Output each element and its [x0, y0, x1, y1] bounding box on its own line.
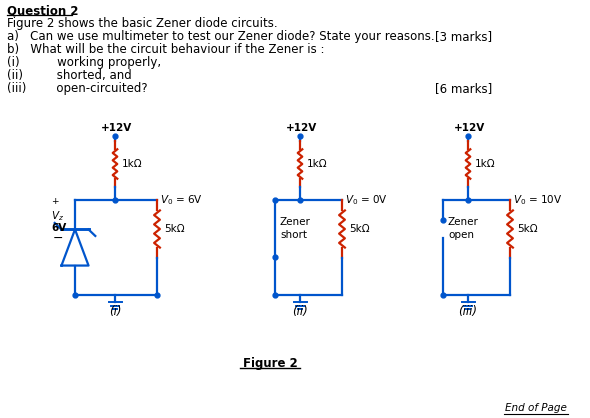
Text: 1kΩ: 1kΩ: [475, 159, 496, 169]
Text: 5kΩ: 5kΩ: [517, 224, 537, 234]
Text: (iii)        open-circuited?: (iii) open-circuited?: [7, 82, 148, 95]
Text: −: −: [53, 232, 64, 245]
Text: Figure 2: Figure 2: [242, 357, 297, 370]
Text: 6V: 6V: [51, 223, 66, 233]
Text: 5kΩ: 5kΩ: [164, 224, 185, 234]
Text: $V_0$ = 10V: $V_0$ = 10V: [513, 193, 562, 207]
Text: Question 2: Question 2: [7, 4, 78, 17]
Text: a)   Can we use multimeter to test our Zener diode? State your reasons.: a) Can we use multimeter to test our Zen…: [7, 30, 435, 43]
Text: [6 marks]: [6 marks]: [435, 82, 492, 95]
Text: $V_0$ = 6V: $V_0$ = 6V: [160, 193, 203, 207]
Text: [3 marks]: [3 marks]: [435, 30, 492, 43]
Text: +12V: +12V: [454, 123, 485, 133]
Text: 1kΩ: 1kΩ: [122, 159, 143, 169]
Text: (ii): (ii): [292, 305, 308, 318]
Text: (iii): (iii): [458, 305, 477, 318]
Text: 5kΩ: 5kΩ: [349, 224, 369, 234]
Text: +: +: [51, 197, 58, 206]
Text: 1kΩ: 1kΩ: [307, 159, 327, 169]
Text: $V_0$ = 0V: $V_0$ = 0V: [345, 193, 388, 207]
Text: End of Page: End of Page: [505, 403, 567, 413]
Text: $V_z$: $V_z$: [51, 209, 64, 223]
Text: Figure 2 shows the basic Zener diode circuits.: Figure 2 shows the basic Zener diode cir…: [7, 17, 278, 30]
Text: +12V: +12V: [286, 123, 317, 133]
Text: (i)          working properly,: (i) working properly,: [7, 56, 161, 69]
Text: (i): (i): [109, 305, 122, 318]
Text: b)   What will be the circuit behaviour if the Zener is :: b) What will be the circuit behaviour if…: [7, 43, 324, 56]
Text: short: short: [280, 230, 307, 240]
Text: +12V: +12V: [101, 123, 132, 133]
Text: Zener: Zener: [448, 217, 479, 227]
Text: Zener: Zener: [280, 217, 311, 227]
Text: (ii)         shorted, and: (ii) shorted, and: [7, 69, 132, 82]
Text: open: open: [448, 230, 474, 240]
